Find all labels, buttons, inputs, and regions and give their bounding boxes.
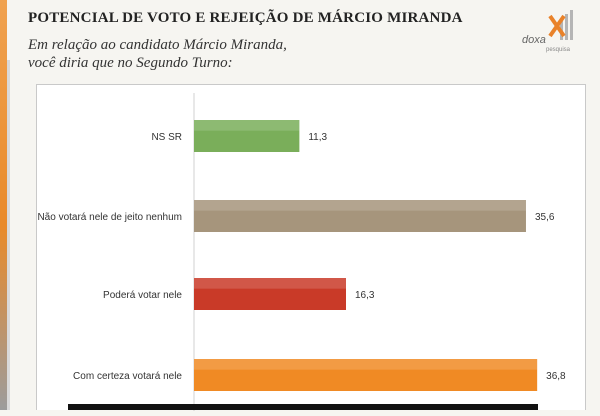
page-subtitle: Em relação ao candidato Márcio Miranda, … — [28, 36, 468, 72]
bar-value-label: 16,3 — [355, 290, 375, 301]
category-label: NS SR — [151, 132, 182, 143]
bar-value-label: 35,6 — [535, 212, 555, 223]
bar-value-label: 11,3 — [308, 132, 327, 143]
category-label: Poderá votar nele — [103, 290, 182, 301]
bar-highlight — [194, 200, 526, 211]
left-accent-stripe — [0, 0, 7, 410]
bar — [194, 120, 300, 152]
category-label: Com certeza votará nele — [73, 371, 182, 382]
bar — [194, 278, 346, 310]
page-title: POTENCIAL DE VOTO E REJEIÇÃO DE MÁRCIO M… — [28, 10, 463, 26]
bar-chart: NS SR 11,3 Não votará nele de jeito nenhum… — [37, 93, 566, 411]
subtitle-line-2: você diria que no Segundo Turno: — [28, 55, 233, 71]
bar — [194, 200, 526, 232]
doxa-logo: doxa pesquisa — [520, 6, 580, 62]
bar-highlight — [194, 278, 346, 289]
subtitle-line-1: Em relação ao candidato Márcio Miranda, — [28, 37, 287, 53]
bar-highlight — [194, 120, 300, 131]
logo-text: doxa — [522, 34, 546, 46]
logo-subtext: pesquisa — [546, 47, 571, 53]
left-accent-stripe-shadow — [7, 60, 10, 410]
bar-highlight — [194, 359, 538, 370]
bar-value-label: 36,8 — [546, 371, 566, 382]
chart-panel: NS SR 11,3 Não votará nele de jeito nenhum… — [36, 84, 586, 411]
bar — [194, 359, 538, 391]
category-label: Não votará nele de jeito nenhum — [37, 212, 182, 223]
doxa-logo-mark-icon — [548, 10, 573, 40]
bottom-frame-bar — [68, 404, 538, 410]
